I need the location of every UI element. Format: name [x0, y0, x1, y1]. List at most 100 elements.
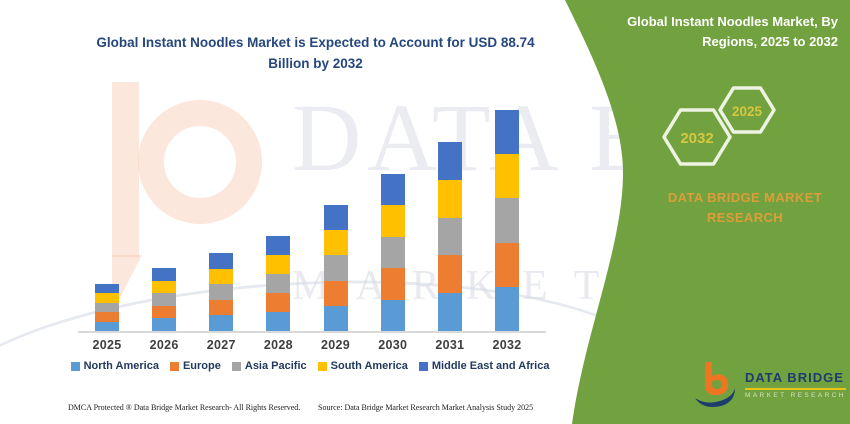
bar-segment-middle-east-and-africa	[152, 268, 177, 281]
hexagon-2025	[718, 86, 776, 134]
bar-segment-asia-pacific	[152, 293, 177, 306]
bar-segment-south-america	[437, 179, 462, 218]
logo-tagline: MARKET RESEARCH	[745, 391, 846, 399]
bar-segment-north-america	[494, 286, 519, 331]
legend-label: Europe	[182, 360, 221, 372]
stacked-bar-2029	[323, 205, 348, 331]
legend-item-south-america: South America	[317, 360, 408, 372]
bar-segment-asia-pacific	[95, 302, 119, 313]
panel-brand-name: DATA BRIDGE MARKET RESEARCH	[667, 190, 823, 226]
bar-segment-europe	[266, 293, 291, 312]
legend-swatch-icon	[169, 361, 179, 371]
stacked-bar-2030	[380, 174, 405, 331]
logo-b-glyph	[705, 362, 729, 396]
bar-column-2026: 2026	[143, 100, 185, 352]
x-axis-label-2032: 2032	[492, 338, 522, 352]
x-axis-label-2028: 2028	[263, 338, 293, 352]
logo-b-icon	[695, 362, 735, 407]
stacked-bar-2025	[95, 284, 119, 331]
legend-label: South America	[330, 360, 408, 372]
bar-segment-asia-pacific	[323, 255, 348, 281]
bar-segment-north-america	[209, 315, 234, 331]
panel-title: Global Instant Noodles Market, By Region…	[627, 14, 838, 50]
bar-segment-europe	[152, 305, 177, 319]
bar-segment-north-america	[380, 299, 405, 331]
bar-segment-europe	[95, 312, 119, 322]
legend-item-middle-east-and-africa: Middle East and Africa	[418, 360, 550, 372]
bar-segment-middle-east-and-africa	[380, 174, 405, 206]
company-logo: DATA BRIDGE MARKET RESEARCH	[693, 360, 846, 408]
stacked-bar-2028	[266, 236, 291, 331]
stacked-bar-2026	[152, 268, 177, 331]
stacked-bar-2032	[494, 110, 519, 331]
bar-segment-middle-east-and-africa	[494, 110, 519, 155]
legend-swatch-icon	[70, 361, 80, 371]
bar-segment-south-america	[323, 230, 348, 256]
bar-segment-europe	[323, 280, 348, 306]
bar-segment-north-america	[95, 321, 119, 331]
bar-segment-europe	[380, 268, 405, 300]
bar-column-2029: 2029	[315, 100, 357, 352]
bar-segment-middle-east-and-africa	[95, 284, 119, 294]
legend: North America Europe Asia Pacific South Ame…	[70, 360, 549, 372]
bar-column-2032: 2032	[486, 100, 528, 352]
logo-text-block: DATA BRIDGE MARKET RESEARCH	[745, 370, 846, 399]
footer-dmca-text: DMCA Protected ® Data Bridge Market Rese…	[68, 403, 301, 412]
hexagon-2032-label: 2032	[680, 130, 713, 147]
legend-label: North America	[83, 360, 159, 372]
logo-swoosh	[695, 388, 735, 407]
legend-swatch-icon	[317, 361, 327, 371]
hexagon-2025-label: 2025	[732, 104, 763, 119]
bar-segment-south-america	[95, 293, 119, 303]
bar-segment-middle-east-and-africa	[266, 236, 291, 255]
x-axis-label-2026: 2026	[149, 338, 179, 352]
bar-segment-asia-pacific	[437, 217, 462, 256]
bar-segment-south-america	[380, 205, 405, 237]
bar-segment-south-america	[209, 268, 234, 285]
legend-swatch-icon	[418, 361, 428, 371]
bar-segment-middle-east-and-africa	[323, 205, 348, 231]
x-axis-line	[78, 331, 546, 333]
x-axis-label-2029: 2029	[321, 338, 351, 352]
bar-segment-asia-pacific	[266, 274, 291, 293]
bar-segment-europe	[209, 299, 234, 316]
bar-column-2025: 2025	[86, 100, 128, 352]
x-axis-label-2025: 2025	[92, 338, 122, 352]
bar-segment-north-america	[437, 293, 462, 331]
bar-segment-asia-pacific	[209, 284, 234, 300]
plot-area: 2025 2026 2027 2028 2029 2030 2031 2032	[86, 100, 528, 352]
green-panel-shape	[565, 0, 850, 424]
bar-segment-asia-pacific	[494, 198, 519, 243]
bar-segment-europe	[494, 242, 519, 287]
chart-title: Global Instant Noodles Market is Expecte…	[96, 35, 535, 71]
bar-column-2030: 2030	[372, 100, 414, 352]
bar-segment-south-america	[494, 154, 519, 199]
legend-item-europe: Europe	[169, 360, 221, 372]
bar-segment-north-america	[152, 318, 177, 331]
x-axis-label-2030: 2030	[378, 338, 408, 352]
x-axis-label-2027: 2027	[206, 338, 236, 352]
hexagon-2032	[662, 108, 732, 166]
bar-column-2031: 2031	[429, 100, 471, 352]
stacked-bar-2027	[209, 253, 234, 331]
stacked-bar-2031	[437, 142, 462, 331]
bar-segment-south-america	[266, 255, 291, 274]
legend-item-asia-pacific: Asia Pacific	[231, 360, 307, 372]
bar-segment-north-america	[323, 305, 348, 331]
bar-segment-europe	[437, 255, 462, 294]
legend-label: Middle East and Africa	[431, 360, 550, 372]
bar-column-2028: 2028	[257, 100, 299, 352]
bar-segment-asia-pacific	[380, 236, 405, 269]
x-axis-label-2031: 2031	[435, 338, 465, 352]
legend-item-north-america: North America	[70, 360, 159, 372]
legend-swatch-icon	[231, 361, 241, 371]
footer-source-text: Source: Data Bridge Market Research Mark…	[318, 403, 534, 412]
hexagon-year-badges: 2032 2025	[662, 86, 776, 166]
logo-name: DATA BRIDGE	[745, 370, 846, 390]
bar-column-2027: 2027	[200, 100, 242, 352]
bar-segment-south-america	[152, 280, 177, 294]
bar-segment-north-america	[266, 312, 291, 331]
bar-segment-middle-east-and-africa	[437, 142, 462, 180]
